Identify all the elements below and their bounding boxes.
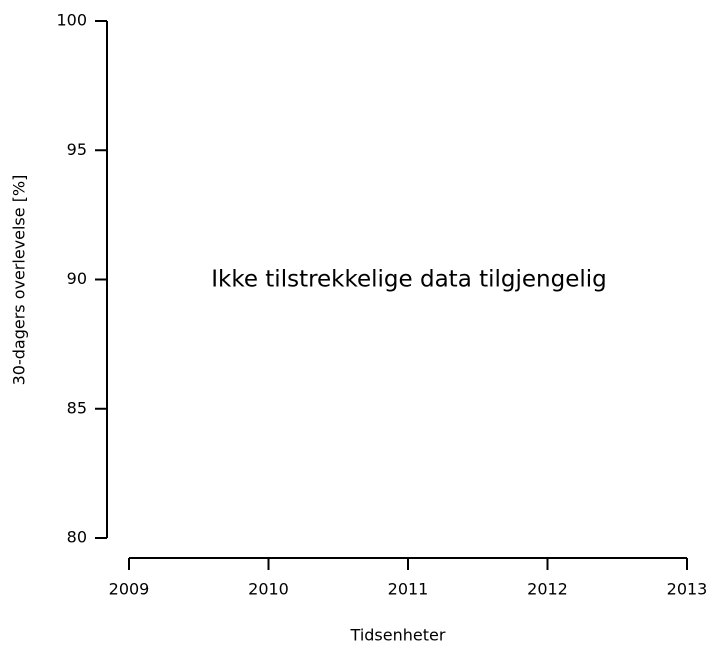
y-tick-label: 100 [56,11,87,30]
y-tick-label: 85 [67,398,87,417]
y-axis-label: 30-dagers overlevelse [%] [10,175,29,386]
x-tick-label: 2012 [527,580,568,599]
y-tick-label: 90 [67,269,87,288]
x-tick-label: 2013 [667,580,708,599]
y-tick-label: 95 [67,140,87,159]
y-tick-label: 80 [67,528,87,547]
x-tick-label: 2009 [109,580,150,599]
x-axis-label: Tidsenheter [350,626,446,645]
x-tick-label: 2010 [248,580,289,599]
x-tick-label: 2011 [388,580,429,599]
annotation: Ikke tilstrekkelige data tilgjengelig [211,267,607,293]
